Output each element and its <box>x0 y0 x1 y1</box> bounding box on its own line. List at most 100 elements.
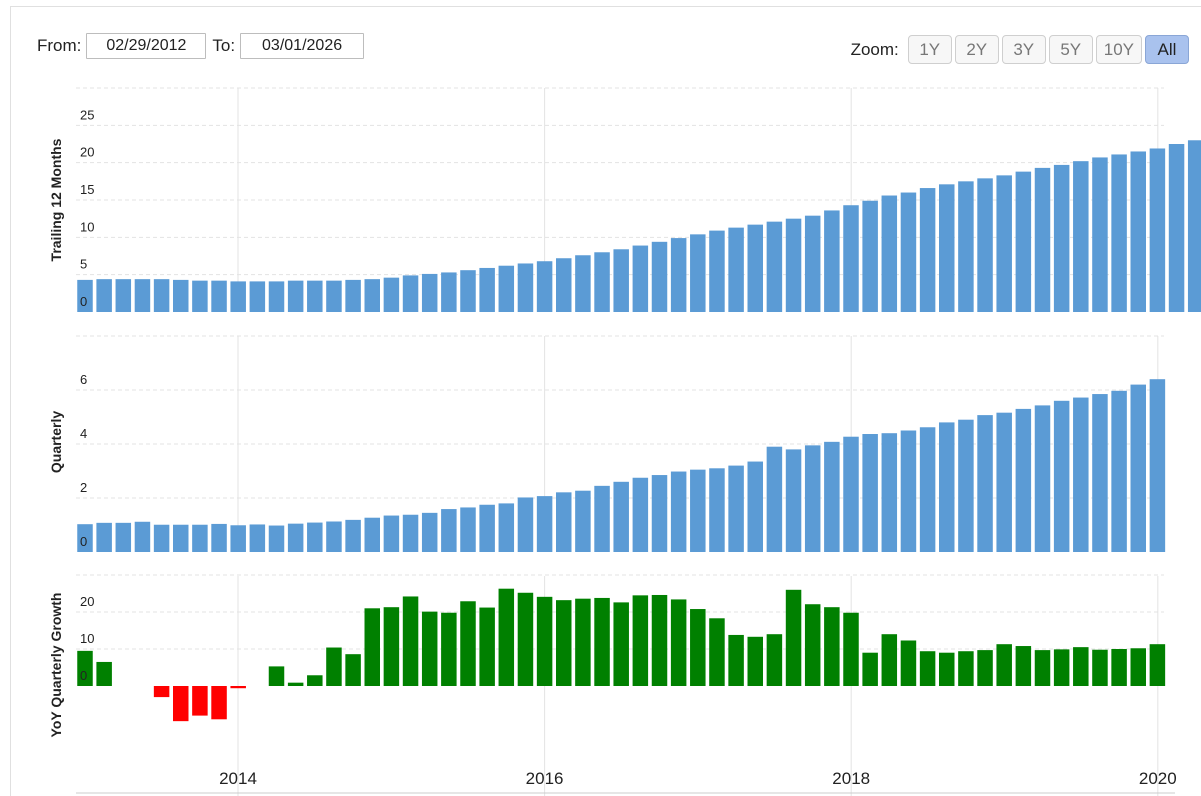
y-axis-title: YoY Quarterly Growth <box>48 593 64 738</box>
data-bar <box>728 465 744 552</box>
data-bar <box>996 412 1012 552</box>
data-bar <box>173 279 189 312</box>
data-bar <box>1092 649 1108 686</box>
data-bar <box>1130 151 1146 312</box>
date-range-selector: From: To: <box>37 33 370 59</box>
x-tick-label: 2014 <box>219 769 257 788</box>
data-bar <box>230 686 246 689</box>
data-bar <box>211 686 227 720</box>
y-tick-label: 0 <box>80 294 87 309</box>
from-date-input[interactable] <box>86 33 207 59</box>
data-bar <box>326 647 342 686</box>
data-bar <box>441 509 457 552</box>
data-bar <box>1073 647 1089 686</box>
zoom-10y-button[interactable]: 10Y <box>1095 35 1142 64</box>
data-bar <box>804 604 821 686</box>
data-bar <box>345 519 361 552</box>
x-tick-label: 2020 <box>1139 769 1177 788</box>
chart-panel-2: 0 2 4 6 Quarterly <box>48 335 1166 552</box>
data-bar <box>153 279 170 312</box>
data-bar <box>728 227 744 312</box>
y-tick-label: 4 <box>80 426 87 441</box>
data-bar <box>1130 648 1146 686</box>
data-bar <box>1149 644 1166 686</box>
data-bar <box>421 512 438 552</box>
data-bar <box>632 477 649 552</box>
data-bar <box>1149 379 1166 552</box>
data-bar <box>747 461 763 552</box>
data-bar <box>939 652 955 686</box>
data-bar <box>1073 161 1089 312</box>
data-bar <box>632 245 649 312</box>
data-bar <box>1149 148 1166 312</box>
data-bar <box>1168 144 1185 312</box>
data-bar <box>709 230 725 312</box>
data-bar <box>402 514 419 552</box>
data-bar <box>249 281 266 312</box>
data-bar <box>364 517 380 552</box>
data-bar <box>977 650 993 686</box>
data-bar <box>1034 405 1051 552</box>
data-bar <box>77 279 93 312</box>
data-bar <box>268 281 285 312</box>
data-bar <box>307 675 323 686</box>
y-tick-label: 0 <box>80 668 87 683</box>
data-bar <box>766 446 783 552</box>
data-bar <box>632 595 649 686</box>
data-bar <box>670 599 687 686</box>
to-date-input[interactable] <box>240 33 365 59</box>
data-bar <box>1111 649 1127 686</box>
data-bar <box>77 650 93 686</box>
from-label: From: <box>37 36 82 55</box>
data-bar <box>1053 649 1070 686</box>
data-bar <box>479 267 495 312</box>
data-bar <box>421 273 438 312</box>
data-bar <box>690 469 706 552</box>
zoom-1y-button[interactable]: 1Y <box>907 35 952 64</box>
y-tick-label: 20 <box>80 594 94 609</box>
data-bar <box>287 280 304 312</box>
data-bar <box>517 263 534 312</box>
data-bar <box>307 280 323 312</box>
zoom-5y-button[interactable]: 5Y <box>1048 35 1093 64</box>
data-bar <box>96 522 112 552</box>
data-bar <box>134 279 151 312</box>
chart-frame-left <box>10 6 11 796</box>
data-bar <box>364 279 380 312</box>
zoom-all-button[interactable]: All <box>1145 35 1189 64</box>
data-bar <box>919 427 936 552</box>
data-bar <box>977 415 993 552</box>
data-bar <box>785 449 802 552</box>
zoom-2y-button[interactable]: 2Y <box>954 35 999 64</box>
data-bar <box>192 686 208 716</box>
data-bar <box>345 279 361 312</box>
data-bar <box>211 523 227 552</box>
data-bar <box>709 618 725 686</box>
data-bar <box>651 241 668 312</box>
data-bar <box>421 611 438 686</box>
zoom-controls: Zoom: 1Y 2Y 3Y 5Y 10Y All <box>851 35 1189 64</box>
data-bar <box>115 522 132 552</box>
y-tick-label: 2 <box>80 480 87 495</box>
data-bar <box>690 234 706 312</box>
data-bar <box>383 607 400 686</box>
data-bar <box>498 588 515 686</box>
data-bar <box>536 496 553 552</box>
data-bar <box>881 634 898 686</box>
y-tick-label: 20 <box>80 145 94 160</box>
data-bar <box>766 634 783 686</box>
to-label: To: <box>212 36 236 55</box>
data-bar <box>173 686 189 722</box>
data-bar <box>402 596 419 686</box>
zoom-3y-button[interactable]: 3Y <box>1001 35 1046 64</box>
data-bar <box>1092 157 1108 312</box>
data-bar <box>939 422 955 552</box>
data-bar <box>115 279 132 312</box>
data-bar <box>709 468 725 552</box>
data-bar <box>862 652 878 686</box>
chart-panel-1: 0 5 10 15 20 25 Trailing 12 Months <box>48 87 1201 312</box>
data-bar <box>402 275 419 312</box>
data-bar <box>958 419 974 552</box>
data-bar <box>939 184 955 312</box>
data-bar <box>804 445 821 552</box>
